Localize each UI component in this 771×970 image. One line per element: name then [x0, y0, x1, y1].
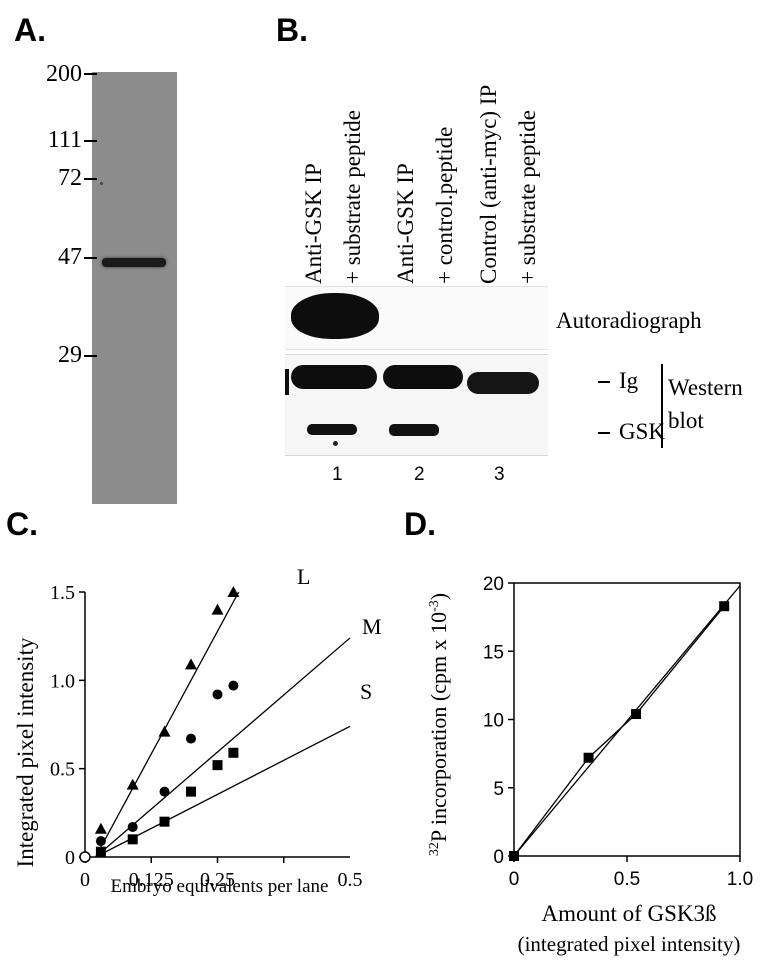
chart-d-x-tick-label: 1.0	[727, 869, 753, 890]
chart-d-point	[631, 709, 642, 720]
chart-c-point-L	[227, 586, 240, 597]
autoradiograph-band-lane1	[291, 293, 379, 339]
mw-marker-72: 72	[58, 165, 82, 191]
chart-c-point-L	[94, 822, 107, 834]
panel-a-speck	[100, 182, 103, 185]
chart-c-series-label-M: M	[362, 614, 382, 639]
ig-band-lane3	[467, 372, 539, 394]
chart-d-y-tick-label: 15	[483, 642, 504, 663]
lane-number-1: 1	[332, 464, 343, 485]
chart-c-point-M	[212, 689, 223, 700]
chart-c-y-tick-label: 0.5	[50, 759, 75, 781]
gsk-label: GSK	[619, 419, 666, 444]
ig-tick	[598, 381, 610, 383]
chart-d-y-tick-label: 20	[483, 574, 504, 595]
chart-d-y-tick-label: 10	[483, 711, 504, 732]
chart-c-point-M	[159, 786, 170, 797]
chart-c-point-M	[95, 836, 106, 847]
chart-d-series-line	[513, 605, 725, 857]
chart-d-point	[719, 601, 730, 612]
mw-marker-111: 111	[47, 127, 82, 153]
chart-c-x-tick-label: 0.125	[129, 869, 174, 891]
chart-c-point-L	[185, 658, 197, 670]
mw-tick-111	[84, 140, 97, 142]
chart-c-point-L	[211, 603, 224, 615]
chart-c-point-S	[186, 786, 196, 797]
chart-c-origin-point	[79, 851, 91, 863]
chart-d-y-axis-label: 32P incorporation (cpm x 10-3)	[426, 593, 451, 856]
western-bracket	[661, 364, 663, 448]
chart-c-point-M	[228, 680, 239, 691]
panel-b-letter: B.	[276, 12, 308, 48]
chart-c-x-axis-label: Embryo equivalents per lane	[111, 876, 329, 897]
chart-d-point	[509, 851, 519, 861]
chart-c-point-M	[186, 733, 196, 744]
chart-d-y-label-exponent: -3	[427, 600, 442, 612]
chart-d-y-label-element: P	[426, 830, 451, 842]
chart-c-y-tick-label: 1.5	[50, 582, 75, 604]
mw-tick-72	[84, 178, 97, 180]
gsk-tick	[598, 432, 610, 434]
chart-c-fit-line-L	[95, 591, 240, 858]
chart-d-fit-line	[513, 585, 741, 857]
mw-marker-200: 200	[46, 61, 82, 87]
chart-d-point	[583, 752, 594, 763]
panel-c-letter: C.	[6, 506, 38, 542]
blot-edge	[285, 369, 289, 395]
blot-speck	[333, 441, 338, 446]
chart-c-fit-line-S	[95, 725, 351, 858]
lane-number-3: 3	[494, 464, 505, 485]
mw-tick-29	[84, 355, 97, 357]
ig-band-lane2	[383, 365, 463, 389]
chart-c-point-S	[159, 816, 170, 827]
gsk-band-lane2	[389, 424, 439, 436]
chart-d-y-tick-label: 0	[493, 847, 504, 868]
chart-d-x-tick-label: 0	[509, 869, 520, 890]
mw-marker-47: 47	[58, 244, 82, 270]
chart-d-x-axis-label-line2: (integrated pixel intensity)	[518, 932, 741, 956]
chart-c-point-S	[228, 747, 239, 758]
lane-number-2: 2	[414, 464, 425, 485]
chart-d-y-tick-label: 5	[493, 779, 504, 800]
chart-c-point-L	[126, 778, 139, 790]
chart-c-series-label-S: S	[360, 679, 372, 704]
mw-tick-47	[84, 257, 97, 259]
chart-c-point-S	[95, 846, 106, 857]
ig-label: Ig	[619, 368, 639, 393]
chart-c-point-M	[127, 821, 138, 832]
chart-d-x-axis-label-line1: Amount of GSK3ß	[541, 901, 716, 926]
chart-c-x-tick-label: 0.5	[338, 869, 363, 891]
chart-c-x-tick-label: 0	[80, 869, 90, 891]
chart-c-point-L	[158, 725, 171, 737]
chart-d-x-tick-label: 0.5	[614, 869, 640, 890]
ig-band-lane1	[291, 365, 377, 389]
chart-c-series-label-L: L	[297, 564, 310, 589]
panel-a-band	[102, 258, 166, 267]
chart-c-point-S	[127, 834, 138, 845]
chart-c-y-tick-label: 1.0	[50, 670, 75, 692]
chart-c-point-S	[212, 760, 223, 771]
chart-c-y-axis-label: Integrated pixel intensity	[13, 637, 38, 867]
chart-d-y-label-main: incorporation (cpm x 10	[426, 612, 451, 831]
gsk-band-lane1	[307, 424, 357, 435]
panel-d-letter: D.	[404, 506, 436, 542]
autoradiograph-blot	[285, 286, 548, 350]
western-label-line1: Western	[668, 375, 743, 400]
western-label-line2: blot	[668, 408, 704, 433]
chart-c-x-tick-label: 0.25	[200, 869, 235, 891]
mw-marker-29: 29	[58, 342, 82, 368]
autoradiograph-label: Autoradiograph	[556, 308, 702, 333]
panel-a-letter: A.	[14, 12, 46, 48]
mw-tick-200	[84, 73, 97, 75]
panel-a-gel	[92, 72, 177, 504]
chart-d-y-label-isotope: 32	[427, 842, 442, 856]
chart-d-y-label-close: )	[426, 593, 451, 600]
western-blot	[285, 354, 548, 456]
chart-c-y-tick-label: 0	[65, 847, 75, 869]
chart-c-fit-line-M	[95, 637, 351, 858]
